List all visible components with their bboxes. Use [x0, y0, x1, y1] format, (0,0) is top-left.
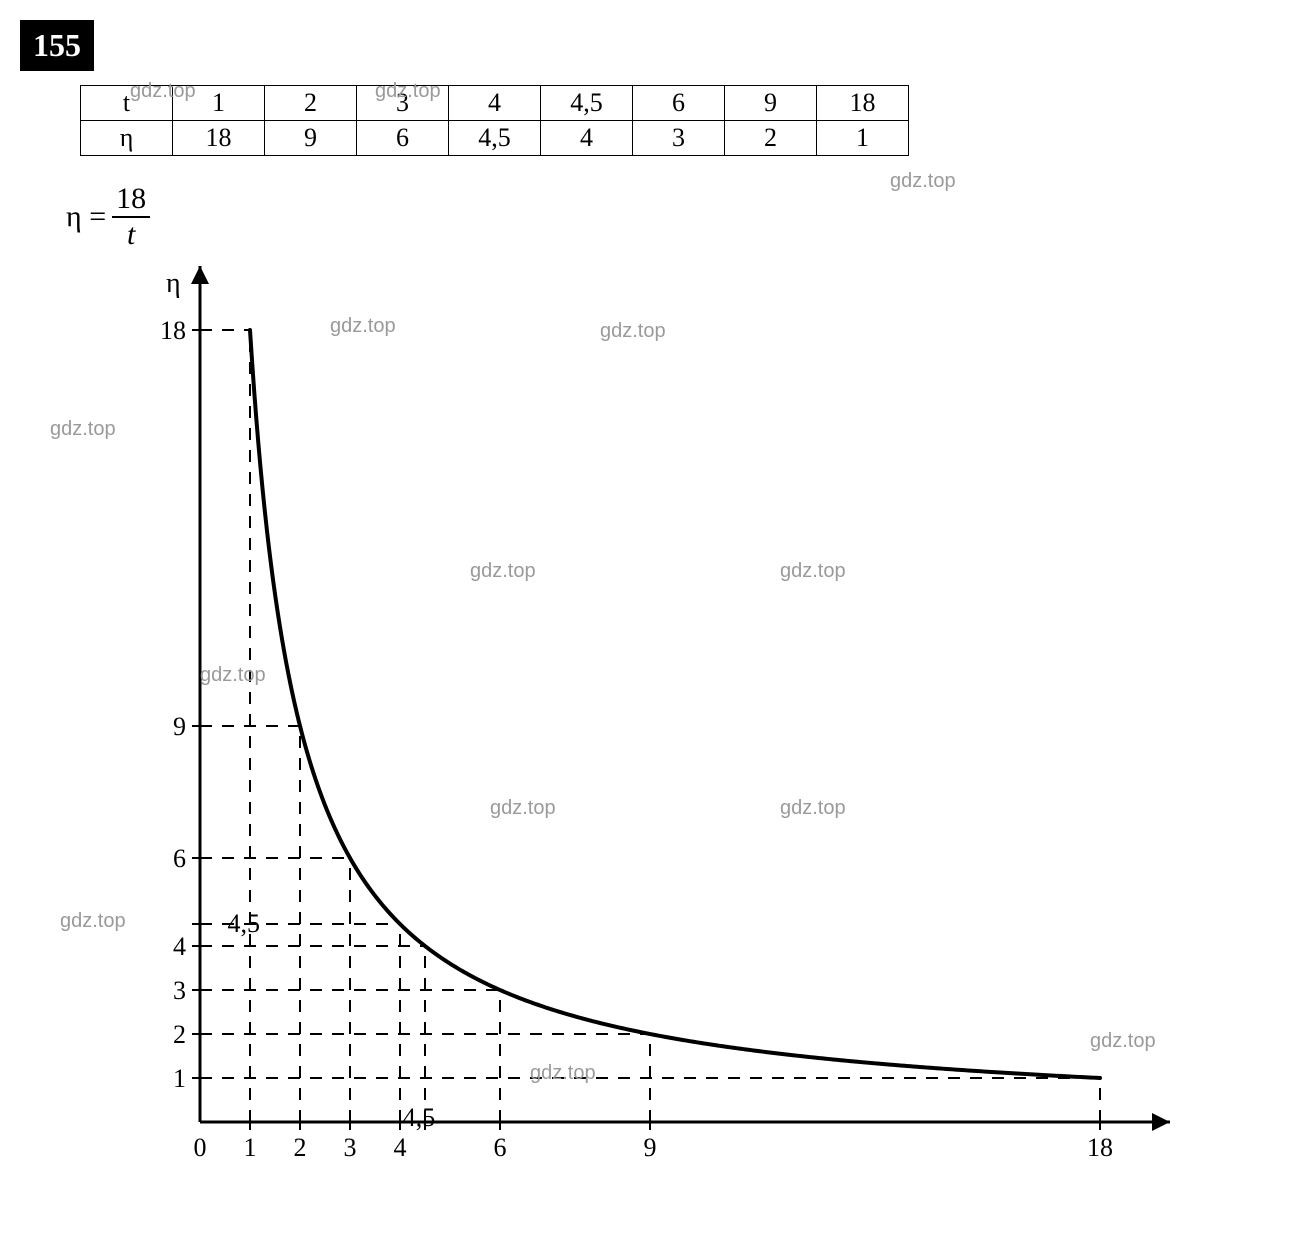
- table-cell: 4,5: [449, 121, 541, 156]
- svg-text:9: 9: [173, 712, 186, 741]
- table-cell: 1: [173, 86, 265, 121]
- table-cell: 6: [633, 86, 725, 121]
- svg-text:9: 9: [644, 1133, 657, 1162]
- svg-text:4,5: 4,5: [403, 1103, 436, 1132]
- values-table: t 1 2 3 4 4,5 6 9 18 η 18 9 6 4,5 4 3 2 …: [80, 85, 909, 156]
- svg-text:0: 0: [194, 1133, 207, 1162]
- svg-text:3: 3: [344, 1133, 357, 1162]
- svg-text:6: 6: [173, 844, 186, 873]
- problem-number-badge: 155: [20, 20, 94, 71]
- table-row: η 18 9 6 4,5 4 3 2 1: [81, 121, 909, 156]
- svg-text:4: 4: [173, 932, 186, 961]
- table-cell: 18: [817, 86, 909, 121]
- table-cell: 18: [173, 121, 265, 156]
- svg-text:6: 6: [494, 1133, 507, 1162]
- formula-numerator: 18: [112, 184, 150, 214]
- svg-text:3: 3: [173, 976, 186, 1005]
- svg-text:1: 1: [244, 1133, 257, 1162]
- svg-text:4: 4: [394, 1133, 407, 1162]
- table-cell: 4: [541, 121, 633, 156]
- table-cell: 9: [725, 86, 817, 121]
- svg-text:η: η: [166, 268, 181, 299]
- formula-fraction: 18 t: [112, 184, 150, 250]
- chart: 012344,5691812344,56918tη: [130, 262, 1279, 1187]
- table-cell: 4,5: [541, 86, 633, 121]
- table-cell: 3: [633, 121, 725, 156]
- formula-denominator: t: [127, 220, 135, 250]
- table-cell: 1: [817, 121, 909, 156]
- table-row: t 1 2 3 4 4,5 6 9 18: [81, 86, 909, 121]
- svg-text:18: 18: [160, 316, 186, 345]
- svg-text:2: 2: [294, 1133, 307, 1162]
- table-cell: 9: [265, 121, 357, 156]
- watermark: gdz.top: [60, 910, 126, 933]
- watermark: gdz.top: [50, 418, 116, 441]
- formula-lhs: η =: [66, 200, 106, 234]
- svg-text:4,5: 4,5: [228, 909, 261, 938]
- table-cell: 2: [265, 86, 357, 121]
- hyperbola-chart: 012344,5691812344,56918tη: [130, 262, 1190, 1182]
- table-cell: 3: [357, 86, 449, 121]
- svg-text:18: 18: [1087, 1133, 1113, 1162]
- svg-text:1: 1: [173, 1064, 186, 1093]
- svg-text:2: 2: [173, 1020, 186, 1049]
- table-header-eta: η: [81, 121, 173, 156]
- table-header-t: t: [81, 86, 173, 121]
- table-cell: 2: [725, 121, 817, 156]
- formula: η = 18 t: [66, 184, 1279, 250]
- table-cell: 4: [449, 86, 541, 121]
- table-cell: 6: [357, 121, 449, 156]
